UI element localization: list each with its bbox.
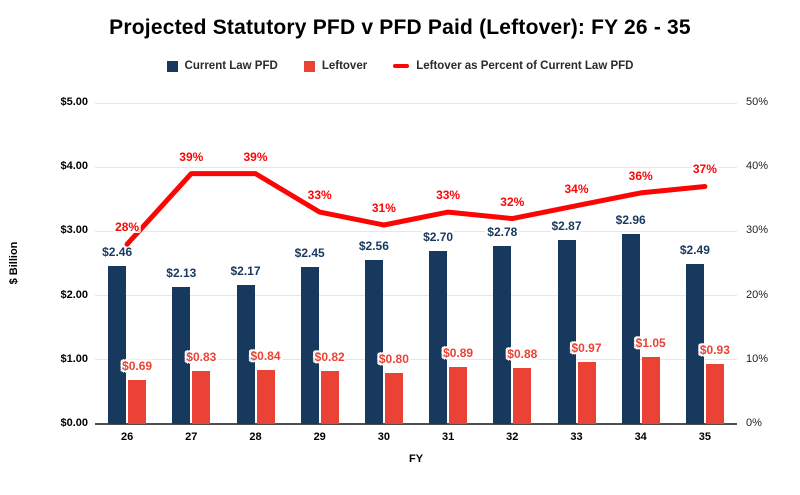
bar-leftover (449, 366, 468, 424)
bar-leftover (192, 370, 211, 424)
y-tick-label-left: $1.00 (60, 352, 88, 365)
bar-value-label: $0.97 (571, 340, 602, 355)
percent-label: 34% (564, 181, 589, 196)
bar-leftover (128, 379, 147, 424)
legend-item-leftover-percent: Leftover as Percent of Current Law PFD (393, 60, 633, 72)
percent-label: 39% (243, 149, 268, 164)
y-tick-label-right: 30% (746, 224, 769, 237)
legend-swatch-line-icon (393, 64, 410, 68)
y-tick-label-left: $0.00 (60, 417, 88, 429)
grid-line (95, 102, 737, 104)
legend-item-current-law-pfd: Current Law PFD (166, 60, 278, 72)
bar-current-law-pfd (236, 284, 255, 424)
bar-value-label: $2.87 (551, 218, 582, 233)
bar-current-law-pfd (621, 233, 640, 424)
legend-label: Leftover as Percent of Current Law PFD (416, 60, 634, 72)
bar-current-law-pfd (172, 287, 191, 424)
chart-legend: Current Law PFD Leftover Leftover as Per… (0, 60, 800, 72)
bar-value-label: $0.93 (699, 343, 730, 358)
percent-label: 31% (371, 200, 396, 215)
bar-leftover (577, 361, 596, 424)
bar-value-label: $2.49 (679, 243, 710, 258)
bar-current-law-pfd (300, 266, 319, 424)
x-axis-title: FY (408, 453, 424, 465)
x-tick-label: 33 (570, 431, 583, 443)
percent-label: 36% (628, 168, 653, 183)
bar-leftover (705, 364, 724, 424)
bar-leftover (320, 371, 339, 424)
bar-value-label: $0.83 (186, 349, 217, 364)
bar-current-law-pfd (108, 266, 127, 424)
y-tick-label-right: 40% (746, 160, 769, 173)
y-tick-label-left: $5.00 (60, 96, 88, 108)
x-tick-label: 29 (313, 431, 326, 443)
bar-current-law-pfd (685, 264, 704, 424)
legend-label: Current Law PFD (184, 60, 278, 72)
bar-value-label: $2.56 (358, 238, 389, 253)
bar-value-label: $2.46 (102, 245, 133, 260)
x-tick-label: 27 (185, 431, 198, 443)
bar-value-label: $2.70 (423, 229, 454, 244)
bar-value-label: $0.69 (122, 358, 153, 373)
percent-label: 33% (307, 188, 332, 203)
bar-current-law-pfd (557, 239, 576, 424)
bar-current-law-pfd (493, 245, 512, 424)
bar-value-label: $2.17 (230, 263, 261, 278)
percent-label: 28% (115, 220, 140, 235)
x-axis-line (95, 423, 737, 425)
y-tick-label-right: 50% (746, 96, 769, 108)
y-axis-title: $ Billion (8, 241, 20, 285)
chart-title: Projected Statutory PFD v PFD Paid (Left… (109, 16, 691, 39)
legend-label: Leftover (321, 60, 368, 72)
legend-item-leftover: Leftover (303, 60, 368, 72)
bar-leftover (384, 372, 403, 424)
x-tick-label: 34 (634, 431, 647, 443)
percent-label: 33% (436, 188, 461, 203)
percent-label: 32% (500, 194, 525, 209)
bar-value-label: $1.05 (635, 335, 666, 350)
x-tick-label: 30 (377, 431, 391, 443)
grid-line (95, 295, 737, 297)
x-tick-label: 31 (441, 431, 455, 443)
bar-leftover (513, 367, 532, 424)
bar-value-label: $2.13 (166, 266, 197, 281)
y-tick-label-left: $3.00 (60, 224, 88, 237)
x-tick-label: 32 (506, 431, 519, 443)
y-tick-label-right: 10% (746, 352, 769, 365)
plot-area: $2.46 $0.69 $2.13 $0.83 $2.17 $0.84 $2.45 $0.82… (95, 102, 737, 425)
percent-label: 37% (692, 162, 717, 177)
bar-leftover (641, 356, 660, 424)
bar-current-law-pfd (429, 250, 448, 424)
legend-swatch-bar-icon (303, 60, 315, 72)
bar-value-label: $2.45 (294, 245, 325, 260)
x-tick-label: 35 (698, 431, 712, 443)
y-tick-label-left: $4.00 (60, 160, 88, 173)
bar-value-label: $0.88 (507, 346, 538, 361)
bar-value-label: $0.89 (443, 345, 474, 360)
bar-value-label: $0.80 (378, 351, 409, 366)
x-tick-label: 28 (249, 431, 262, 443)
bar-value-label: $0.84 (250, 349, 281, 364)
grid-line (95, 166, 737, 168)
legend-swatch-bar-icon (166, 60, 178, 72)
bar-current-law-pfd (364, 259, 383, 424)
y-tick-label-left: $2.00 (60, 288, 88, 301)
trend-line (124, 171, 708, 247)
y-tick-label-right: 0% (746, 417, 762, 429)
bar-value-label: $2.78 (487, 224, 518, 239)
bar-leftover (256, 370, 275, 424)
grid-line (95, 359, 737, 361)
percent-label: 39% (179, 149, 204, 164)
grid-line (95, 230, 737, 232)
bar-value-label: $0.82 (314, 350, 345, 365)
bar-value-label: $2.96 (615, 212, 646, 227)
x-tick-label: 26 (120, 431, 134, 443)
y-tick-label-right: 20% (746, 288, 769, 301)
